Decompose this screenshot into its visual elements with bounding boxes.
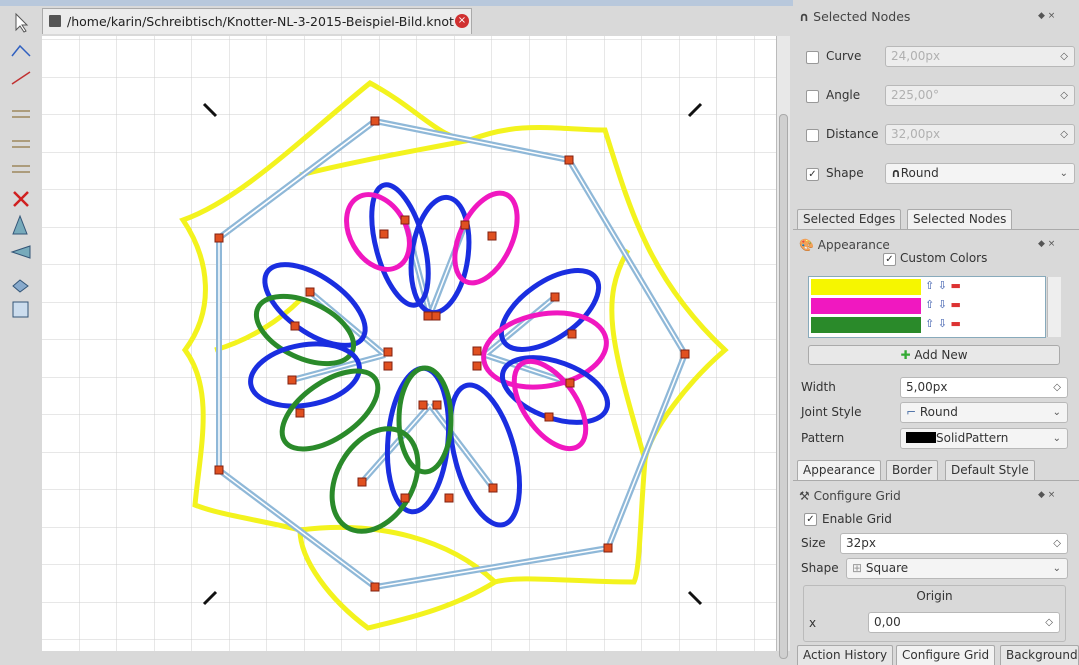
vertical-scrollbar[interactable] <box>776 36 790 651</box>
dock-area: ∩ Selected Nodes ◆ × Curve 24,00px◇ Angl… <box>793 0 1079 657</box>
panel-title: ⚒ Configure Grid <box>799 486 901 506</box>
panel-buttons[interactable]: ◆ × <box>1038 239 1055 249</box>
field-label: Pattern <box>801 428 844 448</box>
field-label: Angle <box>826 85 860 105</box>
dock-tab[interactable]: Selected Edges <box>797 209 901 229</box>
field-value: SolidPattern <box>936 431 1008 445</box>
checkbox-label: Enable Grid <box>822 509 892 529</box>
knotter-window: /home/karin/Schreibtisch/Knotter-NL-3-20… <box>0 0 1079 657</box>
x-input[interactable]: 0,00◇ <box>868 612 1060 633</box>
field-label: Curve <box>826 46 861 66</box>
field-value: 32,00px <box>891 127 940 141</box>
checkbox-label: Custom Colors <box>900 251 987 265</box>
field-label: x <box>809 613 816 633</box>
dock-tab[interactable]: Action History <box>797 645 893 665</box>
shape-combo[interactable]: ∩Round⌄ <box>885 163 1075 184</box>
button-label: Add New <box>914 348 967 362</box>
field-label: Shape <box>801 558 839 578</box>
field-value: Round <box>920 405 958 419</box>
scroll-thumb[interactable] <box>779 114 788 659</box>
close-tab-button[interactable]: × <box>455 14 469 28</box>
checkbox[interactable] <box>806 90 819 103</box>
dock-tab[interactable]: Selected Nodes <box>907 209 1012 229</box>
add-new-button[interactable]: ✚ Add New <box>808 345 1060 365</box>
document-title: /home/karin/Schreibtisch/Knotter-NL-3-20… <box>67 12 454 32</box>
knot-canvas[interactable] <box>42 36 777 651</box>
panel-buttons[interactable]: ◆ × <box>1038 11 1055 21</box>
field-label: Joint Style <box>801 402 861 422</box>
dock-tab[interactable]: Background <box>1000 645 1079 665</box>
checkbox[interactable]: ✓ <box>883 253 896 266</box>
row-buttons[interactable]: ⇧ ⇩ ▬ <box>925 317 961 330</box>
grid-shape-combo[interactable]: ⊞ Square⌄ <box>846 558 1068 579</box>
curve-input[interactable]: 24,00px◇ <box>885 46 1075 67</box>
tool-bar <box>0 6 40 657</box>
panel-title: ∩ Selected Nodes <box>799 7 910 27</box>
panel-title-text: Appearance <box>818 238 890 252</box>
grid-tool[interactable] <box>13 302 28 317</box>
panel-buttons[interactable]: ◆ × <box>1038 490 1055 500</box>
field-value: Round <box>901 166 939 180</box>
color-list[interactable]: ⇧ ⇩ ▬ ⇧ ⇩ ▬ ⇧ ⇩ ▬ <box>808 276 1046 338</box>
checkbox[interactable]: ✓ <box>804 513 817 526</box>
checkbox[interactable] <box>806 129 819 142</box>
tab-line <box>793 480 1079 481</box>
joint-style-combo[interactable]: ⌐ Round⌄ <box>900 402 1068 423</box>
tab-line <box>793 229 1079 230</box>
panel-title-text: Selected Nodes <box>813 9 910 24</box>
field-value: Square <box>866 561 908 575</box>
color-swatch[interactable] <box>811 298 921 314</box>
field-value: 225,00° <box>891 88 939 102</box>
panel-title-text: Configure Grid <box>814 489 901 503</box>
color-swatch[interactable] <box>811 279 921 295</box>
dock-tab[interactable]: Default Style <box>945 460 1035 480</box>
color-swatch[interactable] <box>811 317 921 333</box>
field-value: 24,00px <box>891 49 940 63</box>
field-value: 32px <box>846 536 876 550</box>
title-strip <box>0 0 793 6</box>
checkbox[interactable]: ✓ <box>806 168 819 181</box>
pattern-combo[interactable]: SolidPattern⌄ <box>900 428 1068 449</box>
angle-input[interactable]: 225,00°◇ <box>885 85 1075 106</box>
width-input[interactable]: 5,00px◇ <box>900 377 1068 398</box>
distance-input[interactable]: 32,00px◇ <box>885 124 1075 145</box>
row-buttons[interactable]: ⇧ ⇩ ▬ <box>925 279 961 292</box>
field-label: Distance <box>826 124 878 144</box>
dock-tab[interactable]: Appearance <box>797 460 881 480</box>
save-icon <box>49 15 61 27</box>
field-label: Width <box>801 377 836 397</box>
panel-title: 🎨 Appearance <box>799 235 890 255</box>
size-input[interactable]: 32px◇ <box>840 533 1068 554</box>
field-label: Shape <box>826 163 864 183</box>
list-scrollbar[interactable] <box>1047 277 1061 337</box>
row-buttons[interactable]: ⇧ ⇩ ▬ <box>925 298 961 311</box>
group-title: Origin <box>803 586 1066 606</box>
checkbox[interactable] <box>806 51 819 64</box>
field-value: 0,00 <box>874 615 901 629</box>
dock-tab[interactable]: Border <box>886 460 938 480</box>
field-value: 5,00px <box>906 380 947 394</box>
document-tab[interactable]: /home/karin/Schreibtisch/Knotter-NL-3-20… <box>42 8 472 34</box>
dock-tab[interactable]: Configure Grid <box>896 645 995 665</box>
field-label: Size <box>801 533 826 553</box>
